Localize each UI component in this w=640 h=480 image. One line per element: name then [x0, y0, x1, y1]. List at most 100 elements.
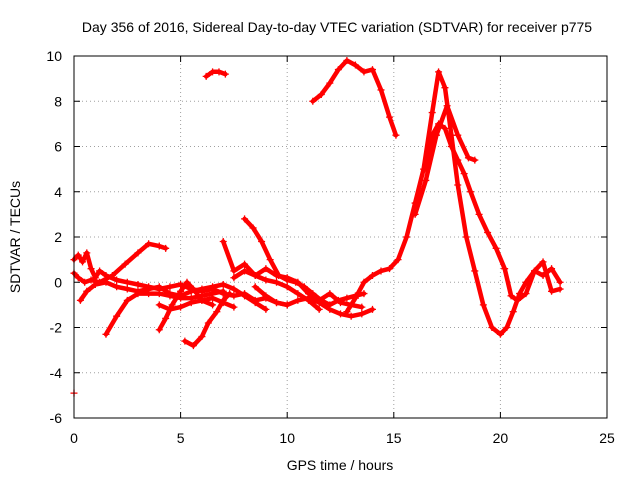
- data-point: [83, 249, 91, 257]
- data-point: [262, 276, 270, 284]
- data-point: [249, 224, 257, 232]
- data-point: [166, 292, 174, 300]
- data-point: [507, 292, 515, 300]
- data-point: [351, 61, 359, 69]
- data-point: [377, 86, 385, 94]
- data-point: [294, 296, 302, 304]
- data-point: [343, 294, 351, 302]
- data-point: [315, 299, 323, 307]
- data-point: [183, 278, 191, 286]
- data-point: [262, 265, 270, 273]
- data-point: [209, 283, 217, 291]
- data-point: [123, 296, 131, 304]
- data-point: [435, 68, 443, 76]
- y-tick-label: -6: [50, 410, 63, 426]
- data-point: [317, 90, 325, 98]
- data-point: [326, 79, 334, 87]
- data-point: [548, 287, 556, 295]
- series-arc-14: [344, 69, 563, 337]
- data-point: [87, 265, 95, 273]
- data-point: [74, 274, 82, 282]
- y-tick-label: 0: [54, 274, 62, 290]
- data-point: [462, 233, 470, 241]
- data-point: [309, 97, 317, 105]
- data-point: [262, 305, 270, 313]
- data-point: [166, 305, 174, 313]
- data-point: [102, 330, 110, 338]
- data-point: [209, 294, 217, 302]
- data-point: [230, 285, 238, 293]
- data-point: [292, 278, 300, 286]
- data-point: [198, 285, 206, 293]
- data-point: [479, 301, 487, 309]
- data-point: [189, 342, 197, 350]
- data-point: [262, 292, 270, 300]
- data-point: [548, 265, 556, 273]
- data-point: [230, 274, 238, 282]
- data-point: [447, 143, 455, 150]
- data-point: [204, 319, 212, 327]
- x-tick-label: 15: [386, 430, 402, 446]
- data-point: [155, 283, 163, 291]
- data-point: [202, 72, 210, 80]
- data-point: [358, 303, 366, 311]
- data-point: [219, 238, 227, 246]
- data-point: [74, 251, 82, 259]
- tick-layer: 0 5 10 15 20 25 -6 -4 -2 0 2 4 6 8 10: [46, 48, 615, 446]
- data-point: [241, 267, 249, 275]
- data-point: [166, 283, 174, 291]
- data-point: [273, 278, 281, 286]
- data-point: [230, 292, 238, 300]
- data-point: [411, 210, 419, 218]
- data-point: [198, 333, 206, 341]
- data-point: [522, 290, 530, 298]
- y-tick-label: 6: [54, 139, 62, 155]
- x-tick-label: 5: [177, 430, 185, 446]
- plot-frame: [73, 55, 608, 419]
- data-point: [471, 156, 479, 164]
- data-point: [509, 308, 517, 316]
- data-point: [96, 267, 104, 275]
- data-point: [121, 260, 129, 268]
- data-point: [360, 68, 368, 76]
- data-point: [326, 305, 334, 313]
- data-point: [454, 131, 462, 139]
- data-point: [79, 258, 87, 266]
- data-point: [441, 84, 449, 92]
- data-point: [251, 299, 259, 307]
- data-point: [213, 308, 221, 316]
- data-point: [145, 240, 153, 248]
- data-point: [162, 314, 170, 322]
- data-point: [155, 242, 163, 250]
- data-point: [556, 278, 564, 286]
- data-point: [460, 170, 468, 178]
- data-point: [215, 68, 223, 76]
- data-point: [496, 330, 504, 338]
- data-point: [76, 296, 84, 304]
- data-point: [501, 265, 509, 273]
- data-point: [334, 296, 342, 304]
- data-point: [155, 326, 163, 334]
- data-point: [198, 296, 206, 304]
- data-point: [102, 278, 110, 286]
- data-point: [475, 210, 483, 218]
- data-point: [123, 285, 131, 293]
- data-point: [386, 265, 394, 273]
- data-point: [145, 290, 153, 298]
- data-point: [337, 310, 344, 318]
- data-point: [209, 301, 217, 309]
- y-tick-label: 10: [46, 48, 62, 64]
- data-point: [441, 124, 449, 132]
- data-point: [358, 310, 366, 318]
- data-point: [187, 299, 195, 307]
- data-point: [230, 303, 238, 311]
- data-point: [432, 131, 440, 139]
- data-point: [484, 228, 492, 236]
- data-point: [81, 278, 89, 286]
- data-point: [189, 285, 197, 293]
- data-point: [219, 287, 227, 295]
- data-point: [113, 276, 121, 284]
- data-point: [403, 233, 411, 241]
- data-point: [266, 256, 274, 264]
